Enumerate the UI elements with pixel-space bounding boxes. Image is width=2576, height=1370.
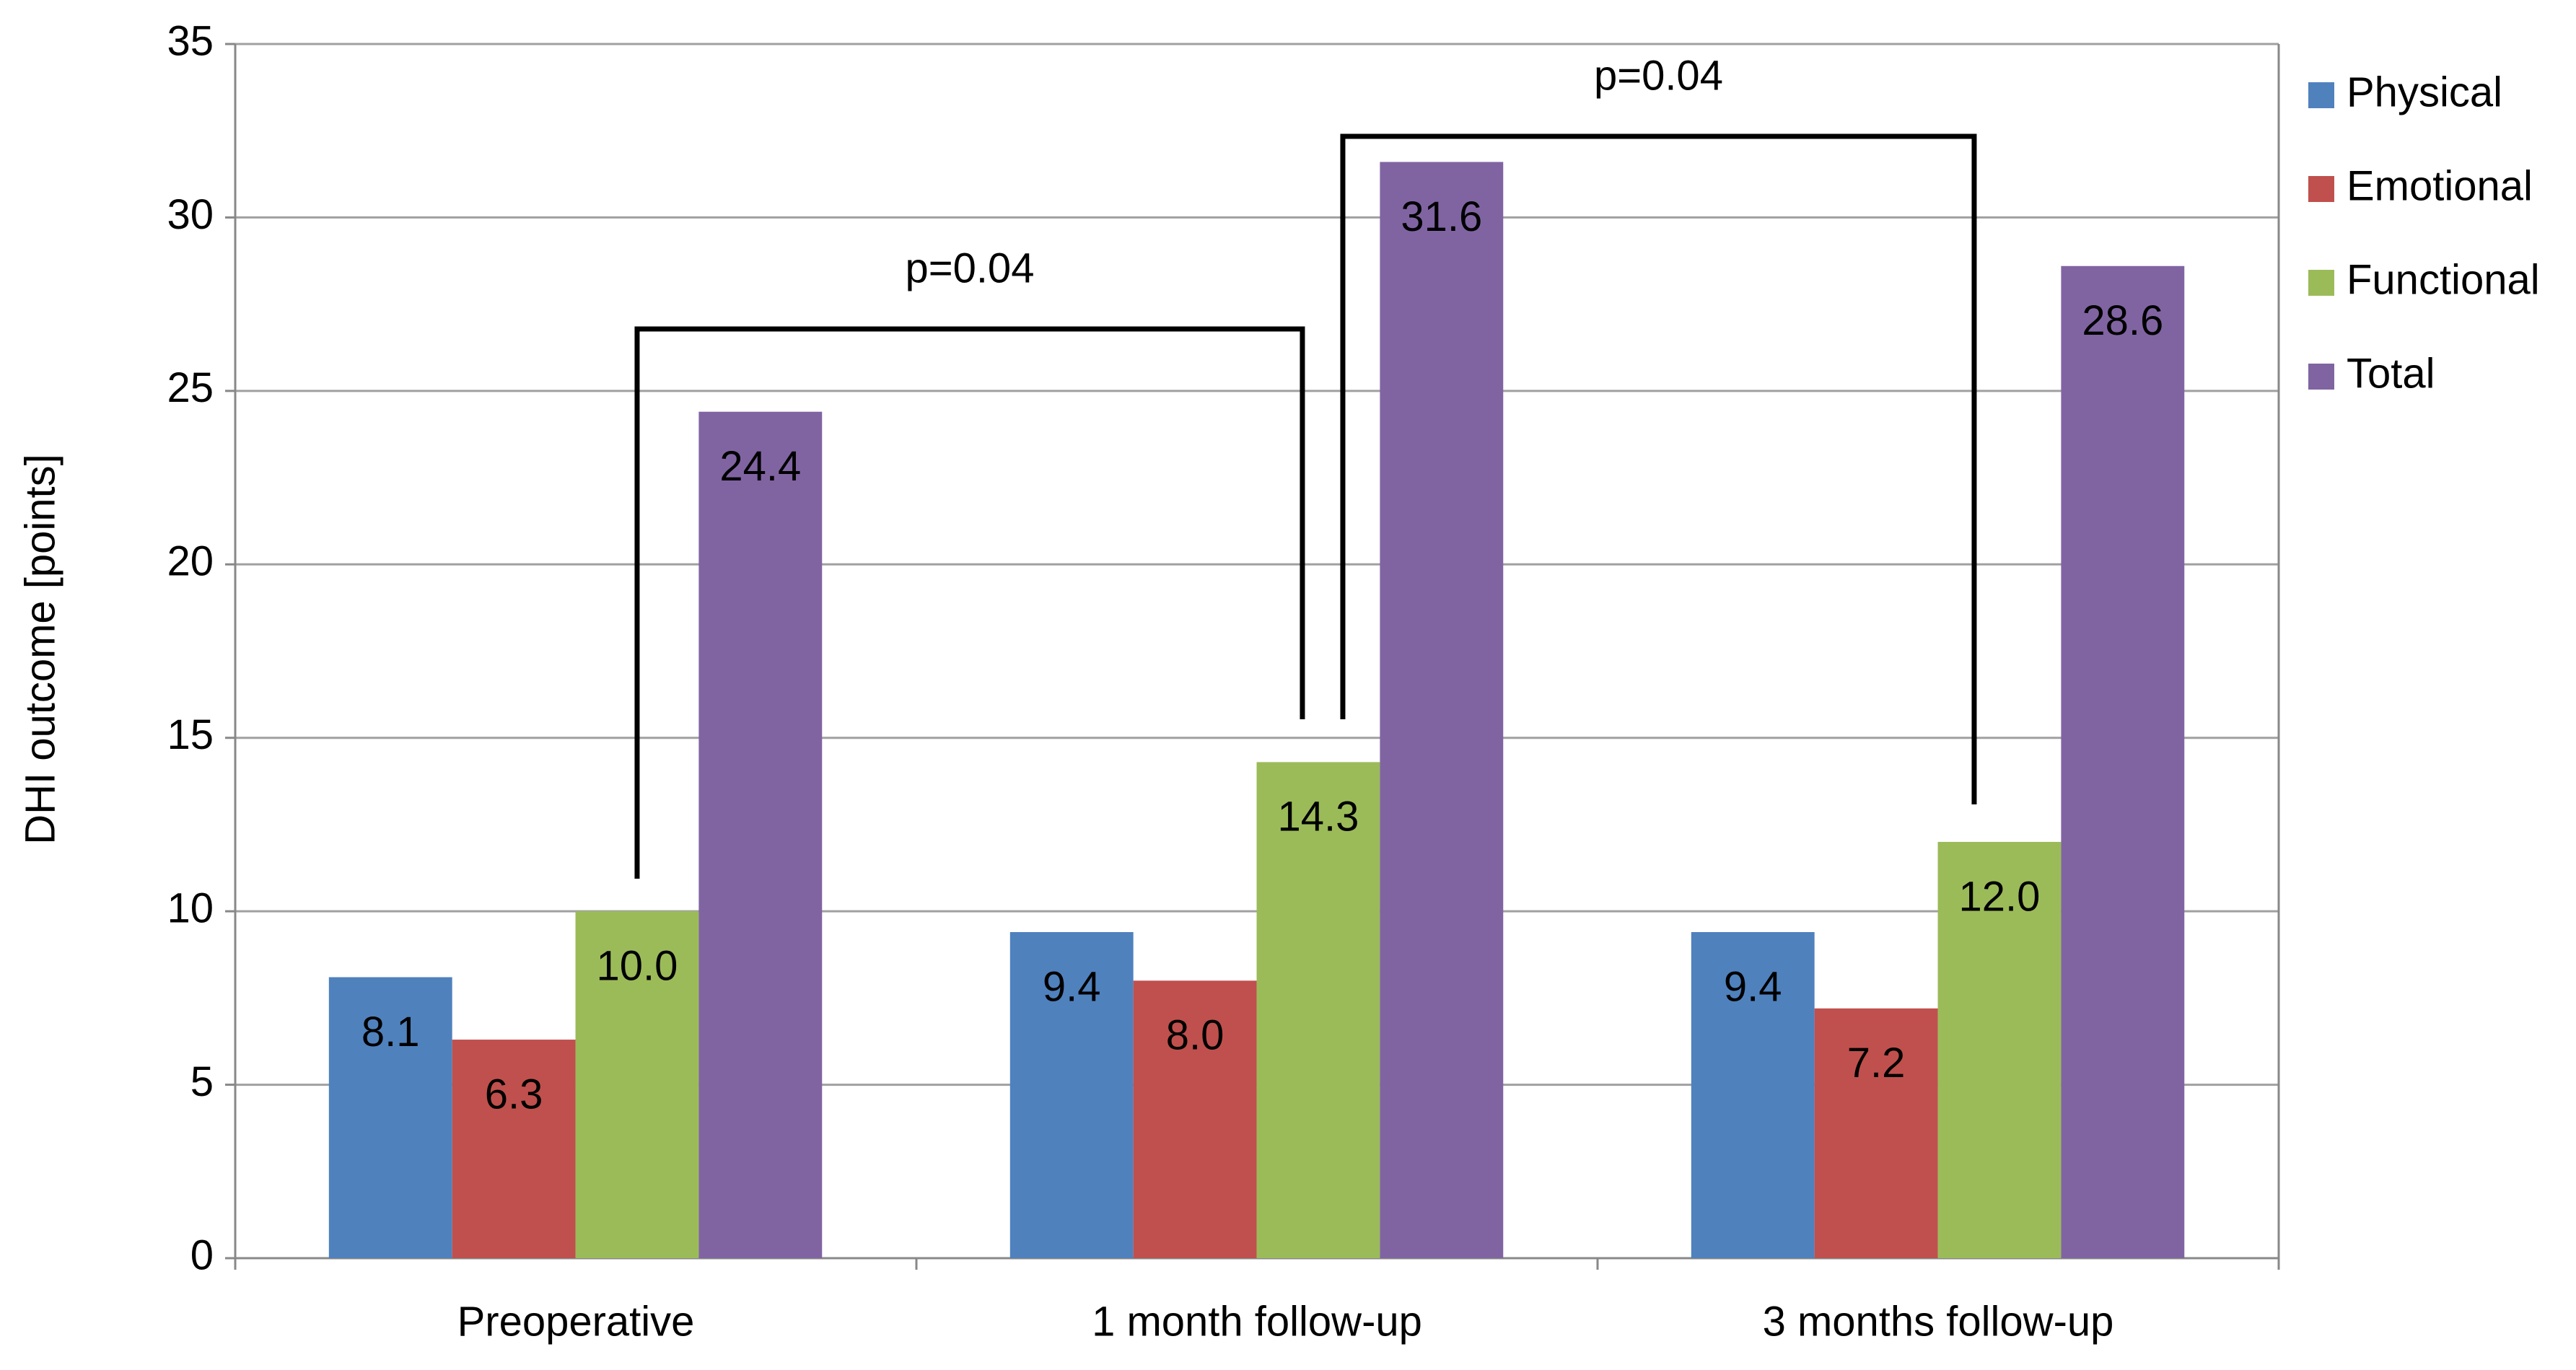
y-axis-label: DHI outcome [points] — [17, 454, 63, 845]
annotation: p=0.04 — [1594, 52, 1723, 99]
data-label: 24.4 — [719, 443, 801, 490]
significance-bracket — [1340, 133, 1977, 804]
y-tick-label: 25 — [167, 364, 214, 411]
y-tick-label: 5 — [190, 1058, 214, 1105]
significance-bracket — [634, 326, 1305, 879]
data-label: 12.0 — [1959, 873, 2041, 920]
y-tick-label: 0 — [190, 1231, 214, 1278]
y-tick-label: 35 — [167, 17, 214, 64]
legend-swatch — [2308, 82, 2334, 108]
legend-label: Functional — [2347, 256, 2540, 303]
bar — [1256, 762, 1380, 1258]
bar — [2061, 265, 2185, 1259]
data-label: 9.4 — [1043, 963, 1101, 1010]
data-label: 6.3 — [485, 1071, 543, 1117]
bar — [452, 1040, 576, 1258]
y-tick-label: 15 — [167, 711, 214, 758]
x-tick-label: 1 month follow-up — [1092, 1298, 1422, 1345]
legend-swatch — [2308, 270, 2334, 296]
data-label: 8.0 — [1166, 1012, 1225, 1059]
legend-label: Total — [2347, 350, 2435, 397]
legend-label: Emotional — [2347, 162, 2533, 209]
bar — [1937, 841, 2062, 1258]
legend-label: Physical — [2347, 69, 2502, 115]
bar — [1009, 931, 1134, 1258]
bar — [1133, 980, 1257, 1258]
data-label: 10.0 — [597, 942, 678, 989]
data-label: 31.6 — [1401, 193, 1482, 240]
data-label: 9.4 — [1724, 963, 1782, 1010]
legend-swatch — [2308, 176, 2334, 202]
annotation: p=0.04 — [905, 245, 1034, 291]
y-tick-label: 30 — [167, 191, 214, 238]
data-label: 14.3 — [1278, 794, 1359, 840]
x-tick-label: Preoperative — [457, 1298, 695, 1345]
data-label: 7.2 — [1847, 1040, 1906, 1086]
legend-swatch — [2308, 364, 2334, 390]
data-label: 28.6 — [2082, 297, 2163, 344]
y-tick-label: 20 — [167, 538, 214, 585]
bar — [698, 411, 823, 1259]
x-tick-label: 3 months follow-up — [1763, 1298, 2114, 1345]
bar — [328, 977, 452, 1258]
bar — [575, 911, 699, 1258]
bar — [1380, 162, 1504, 1258]
bar — [1814, 1008, 1938, 1258]
data-label: 8.1 — [362, 1009, 420, 1055]
bar — [1691, 931, 1815, 1258]
y-tick-label: 10 — [167, 884, 214, 931]
